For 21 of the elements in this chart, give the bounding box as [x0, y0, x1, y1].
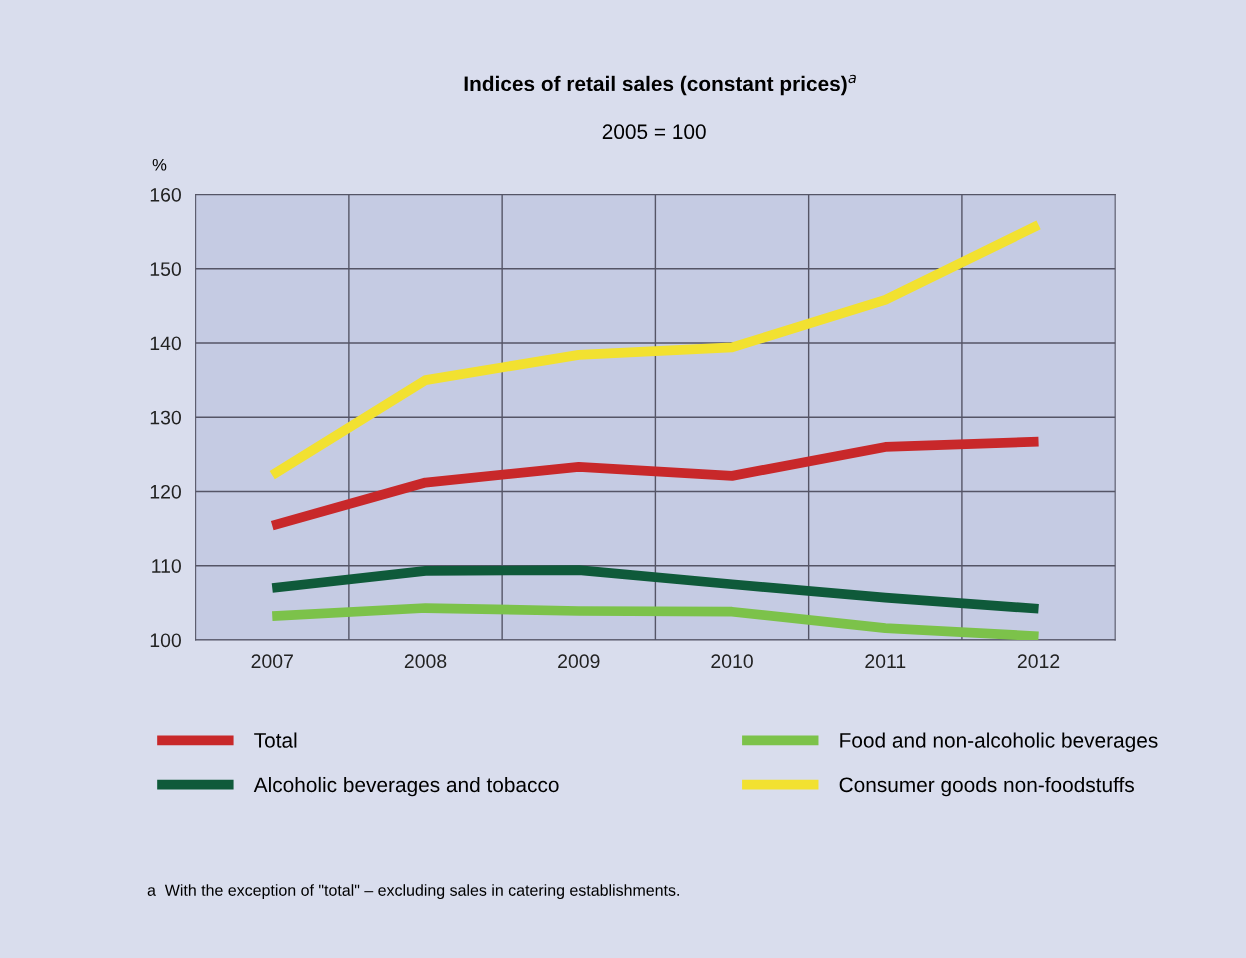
legend-label: Alcoholic beverages and tobacco — [253, 776, 559, 797]
y-tick-label: 110 — [152, 559, 181, 573]
x-tick-label: 2010 — [711, 654, 753, 669]
x-tick-label: 2007 — [251, 654, 293, 669]
legend-label: Consumer goods non-foodstuffs — [839, 776, 1134, 797]
chart-subtitle: 2005 = 100 — [602, 124, 706, 140]
x-tick-label: 2009 — [558, 654, 600, 669]
legend-label: Food and non-alcoholic beverages — [840, 732, 1158, 752]
y-tick-label: 120 — [150, 484, 181, 499]
y-axis-title: % — [152, 158, 167, 171]
text: a With the exception of "total" – excluding sales in catering establishments. — [147, 884, 679, 900]
x-tick-label: 2011 — [865, 654, 906, 669]
chart-title: Indices of retail sales (constant prices)$^{a}$ — [464, 74, 856, 96]
y-tick-label: 140 — [150, 336, 181, 351]
legend-label: Total — [254, 732, 297, 748]
x-tick-label: 2012 — [1017, 654, 1060, 669]
x-tick-label: 2008 — [404, 654, 447, 669]
y-tick-label: 150 — [150, 262, 181, 276]
y-tick-label: 100 — [150, 633, 181, 648]
y-tick-label: 130 — [150, 410, 181, 425]
y-tick-label: 160 — [150, 187, 181, 202]
